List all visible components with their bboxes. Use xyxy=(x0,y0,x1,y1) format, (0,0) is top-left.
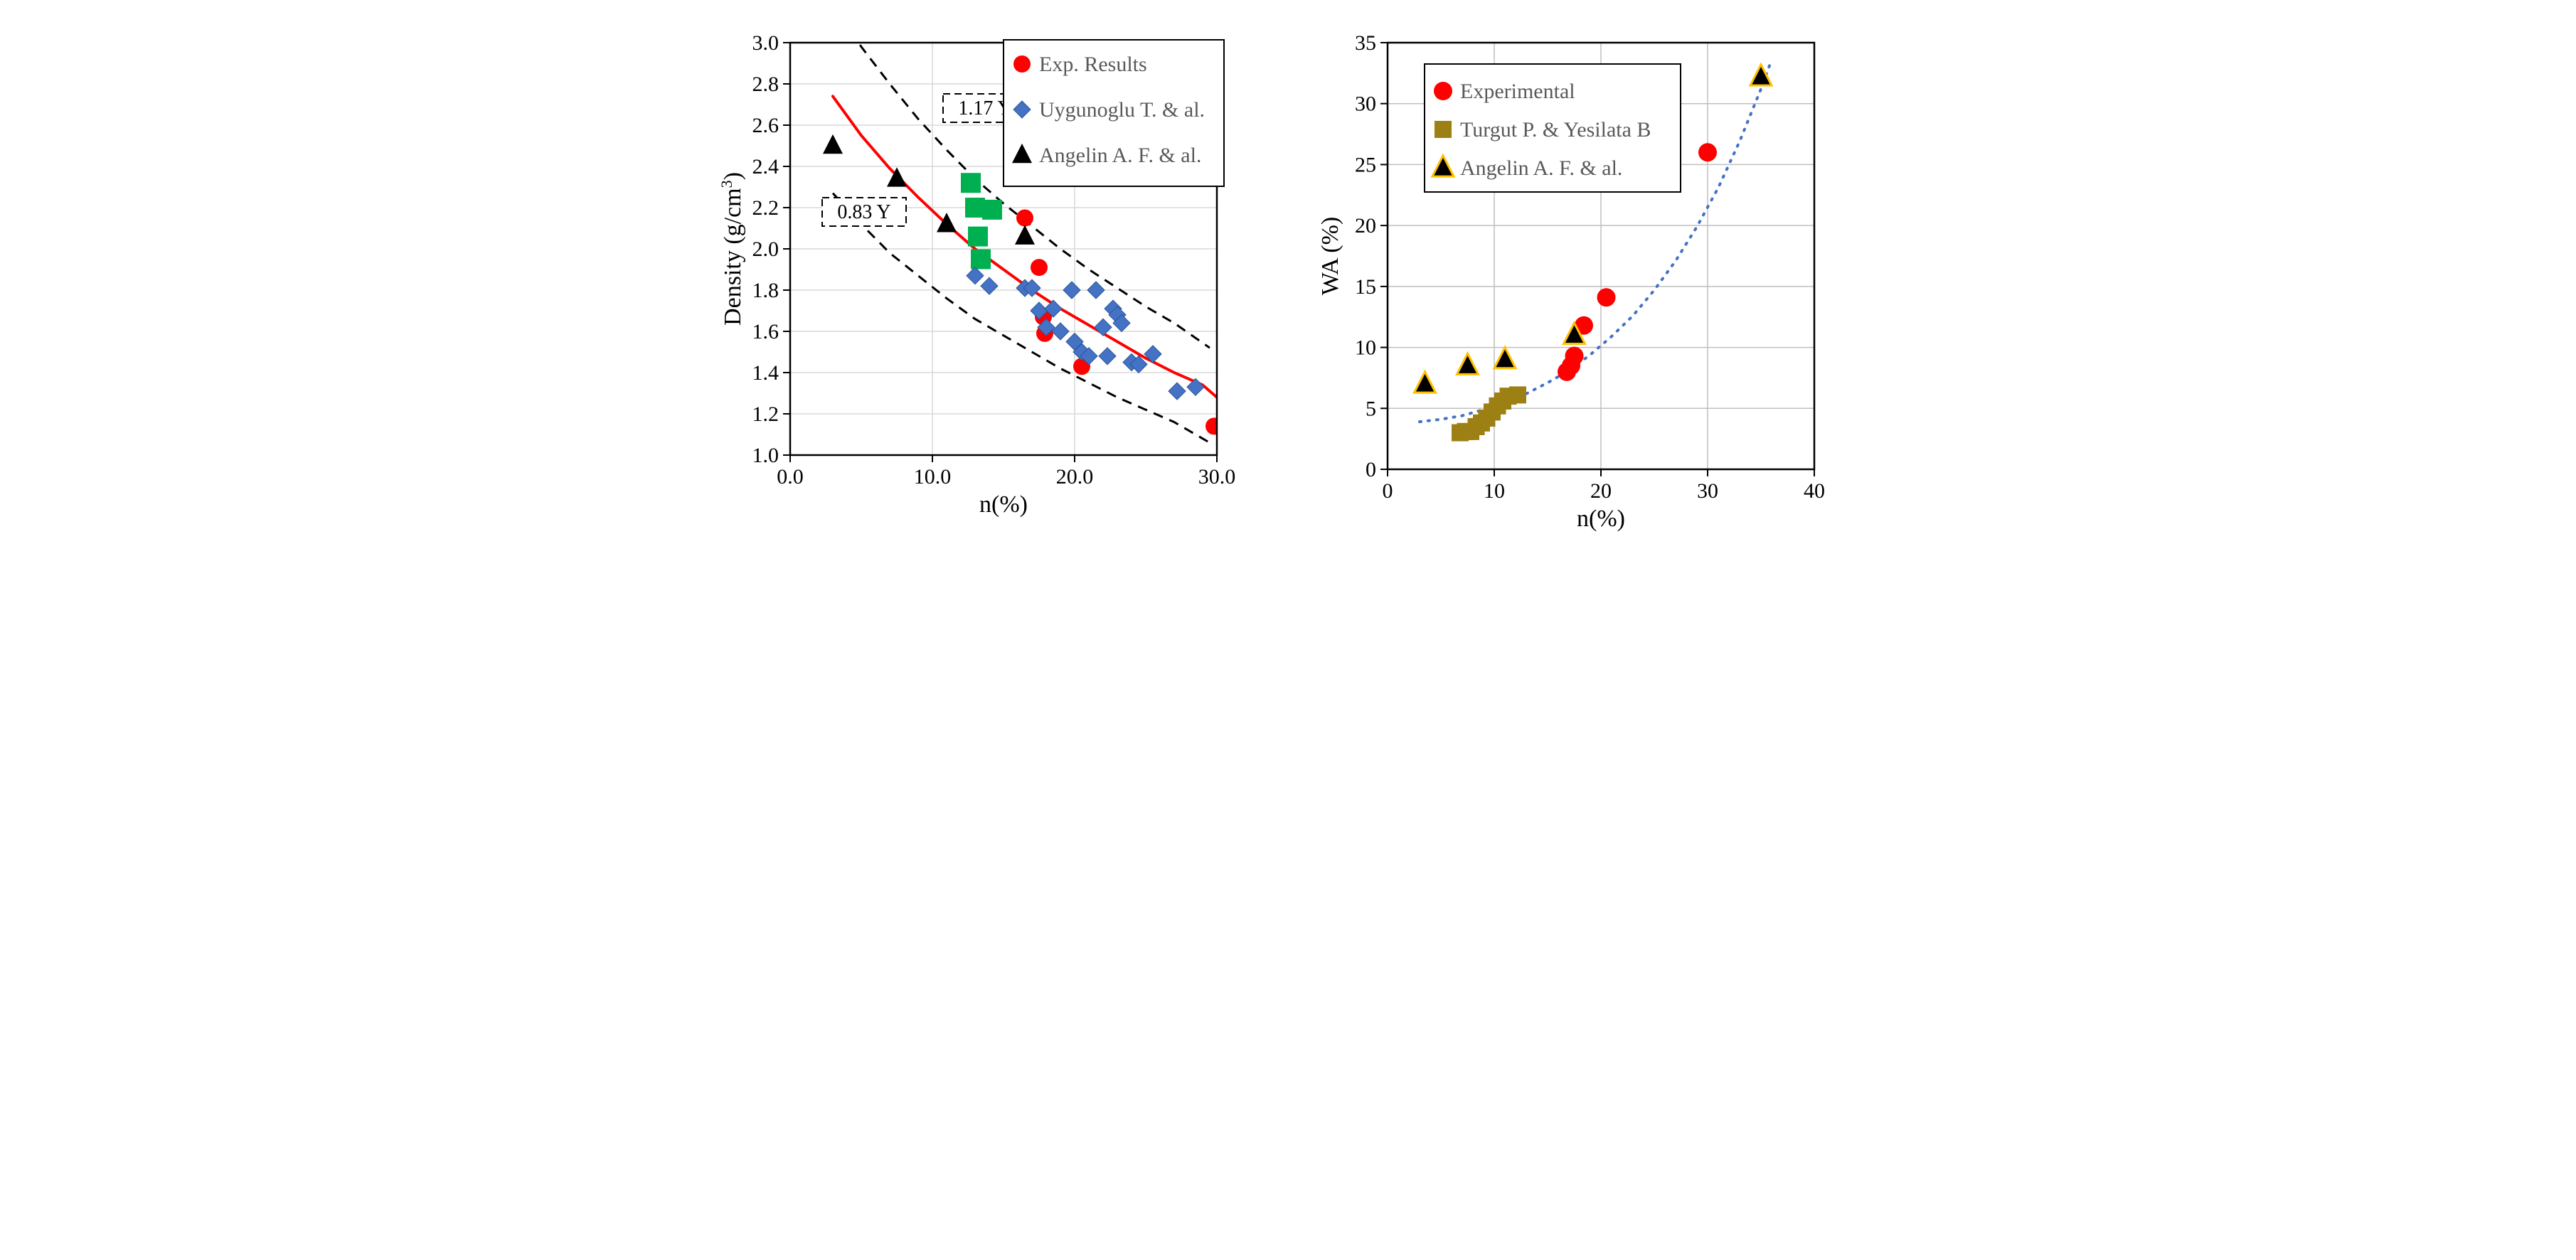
density-vs-n-chart: 0.0 10.0 20.0 30.0 1.0 1.2 1.4 1.6 1.8 2.0 2.2 2.4 2… xyxy=(719,28,1260,558)
svg-text:n(%): n(%) xyxy=(979,491,1028,518)
svg-text:20: 20 xyxy=(1590,479,1612,503)
svg-text:30: 30 xyxy=(1355,92,1376,116)
svg-text:40: 40 xyxy=(1804,479,1825,503)
svg-text:0.0: 0.0 xyxy=(777,465,804,488)
svg-text:10: 10 xyxy=(1355,336,1376,360)
svg-text:0: 0 xyxy=(1383,479,1393,503)
svg-text:Experimental: Experimental xyxy=(1460,80,1575,103)
svg-text:20: 20 xyxy=(1355,214,1376,237)
svg-text:Exp. Results: Exp. Results xyxy=(1039,53,1147,76)
svg-text:Density (g/cm3): Density (g/cm3) xyxy=(719,172,746,326)
svg-text:Angelin A. F. & al.: Angelin A. F. & al. xyxy=(1039,144,1201,167)
svg-text:35: 35 xyxy=(1355,31,1376,55)
svg-text:0.83 Y: 0.83 Y xyxy=(837,201,890,223)
svg-text:WA (%): WA (%) xyxy=(1317,217,1343,295)
svg-text:1.0: 1.0 xyxy=(752,444,779,467)
svg-text:10.0: 10.0 xyxy=(914,465,952,488)
svg-text:2.8: 2.8 xyxy=(752,73,779,96)
svg-text:2.2: 2.2 xyxy=(752,196,779,220)
svg-text:2.6: 2.6 xyxy=(752,114,779,137)
svg-text:1.8: 1.8 xyxy=(752,279,779,302)
svg-text:Angelin A. F. & al.: Angelin A. F. & al. xyxy=(1460,156,1622,180)
svg-text:10: 10 xyxy=(1484,479,1505,503)
svg-text:15: 15 xyxy=(1355,275,1376,299)
svg-text:n(%): n(%) xyxy=(1577,506,1625,532)
svg-text:20.0: 20.0 xyxy=(1056,465,1094,488)
svg-text:30: 30 xyxy=(1697,479,1718,503)
svg-text:2.0: 2.0 xyxy=(752,237,779,261)
svg-text:1.2: 1.2 xyxy=(752,402,779,426)
wa-vs-n-chart: 0 10 20 30 40 0 5 10 15 20 25 30 35 n(%) WA (%) Experim… xyxy=(1316,28,1857,558)
svg-text:1.6: 1.6 xyxy=(752,320,779,343)
svg-text:2.4: 2.4 xyxy=(752,155,779,178)
svg-text:3.0: 3.0 xyxy=(752,31,779,55)
svg-text:Turgut P. & Yesilata B: Turgut P. & Yesilata B xyxy=(1460,118,1651,142)
right-chart-svg: 0 10 20 30 40 0 5 10 15 20 25 30 35 n(%) WA (%) Experim… xyxy=(1316,28,1857,555)
svg-text:30.0: 30.0 xyxy=(1198,465,1236,488)
svg-text:0: 0 xyxy=(1366,458,1376,481)
svg-text:25: 25 xyxy=(1355,153,1376,176)
svg-text:5: 5 xyxy=(1366,397,1376,420)
svg-text:Uygunoglu T. & al.: Uygunoglu T. & al. xyxy=(1039,98,1205,122)
svg-text:1.4: 1.4 xyxy=(752,361,779,385)
left-chart-svg: 0.0 10.0 20.0 30.0 1.0 1.2 1.4 1.6 1.8 2.0 2.2 2.4 2… xyxy=(719,28,1260,526)
